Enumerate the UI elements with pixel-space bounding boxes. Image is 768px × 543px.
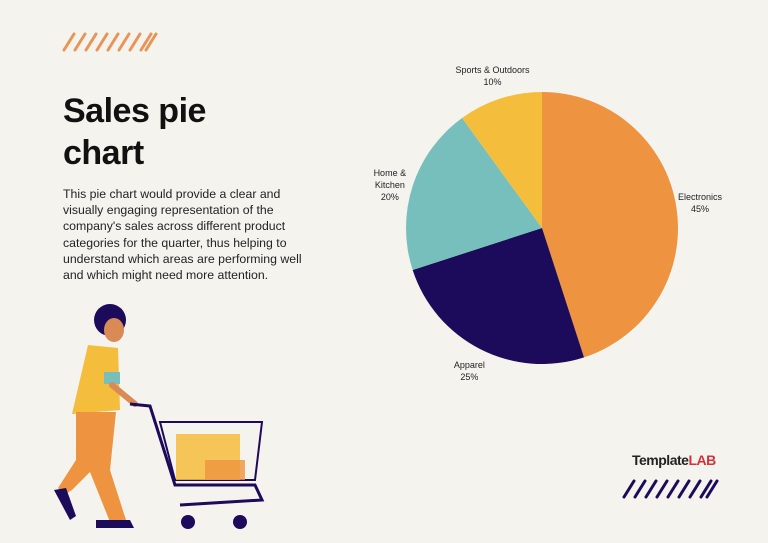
description: This pie chart would provide a clear and… xyxy=(63,187,302,283)
value-label: 20% xyxy=(380,191,399,202)
category-label: Home & Kitchen xyxy=(373,167,407,190)
slice-label: Home & Kitchen 20% xyxy=(365,167,415,203)
logo: TemplateLAB xyxy=(632,452,716,468)
logo-text: Template xyxy=(632,452,689,468)
slice-label: Electronics 45% xyxy=(655,191,745,215)
pie-slice xyxy=(405,117,542,271)
value-label: 10% xyxy=(483,76,502,87)
value-label: 45% xyxy=(691,203,710,214)
category-label: Electronics xyxy=(678,191,723,202)
value-label: 25% xyxy=(460,371,479,382)
slice-label: Sports & Outdoors 10% xyxy=(448,64,538,88)
pie xyxy=(405,92,679,364)
logo-accent: LAB xyxy=(688,452,716,468)
category-label: Sports & Outdoors xyxy=(455,64,530,75)
pie-slice xyxy=(462,92,542,228)
chart-title: Sales pie chart xyxy=(63,92,206,172)
orange-stripes xyxy=(62,32,158,52)
category-label: Apparel xyxy=(453,359,485,370)
pie-slice xyxy=(412,228,585,364)
shopper-illustration xyxy=(54,304,265,529)
slice-label: Apparel 25% xyxy=(424,359,514,383)
navy-stripes xyxy=(622,479,719,499)
pie-slice xyxy=(542,92,679,358)
